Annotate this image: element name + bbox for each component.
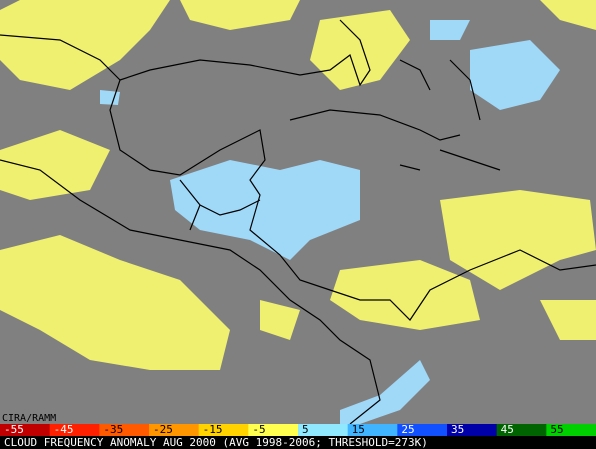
colorbar-segment [99, 424, 150, 436]
colorbar-label: 35 [451, 423, 464, 436]
colorbar-segment [397, 424, 448, 436]
colorbar-label: -25 [153, 423, 173, 436]
colorbar-label: -45 [54, 423, 74, 436]
coastlines [0, 19, 596, 425]
colorbar-segment [248, 424, 299, 436]
positive-anomaly-areas [0, 0, 596, 370]
colorbar-segment [298, 424, 349, 436]
colorbar-label: -35 [103, 423, 123, 436]
colorbar-segment [447, 424, 498, 436]
colorbar-label: 55 [550, 423, 563, 436]
title: CLOUD FREQUENCY ANOMALY AUG 2000 (AVG 19… [4, 436, 428, 449]
colorbar-segment [546, 424, 596, 436]
colorbar-segment [0, 424, 51, 436]
colorbar-segment [496, 424, 547, 436]
colorbar-segment [149, 424, 200, 436]
colorbar-label: 25 [401, 423, 414, 436]
title-strip [0, 436, 596, 449]
colorbar-label: -15 [203, 423, 223, 436]
colorbar-label: -5 [252, 423, 265, 436]
credit: CIRA/RAMM [2, 413, 56, 424]
colorbar: -55 -45 -35 -25 -15 -5 5 15 25 35 45 55 [0, 423, 596, 436]
colorbar-label: -55 [4, 423, 24, 436]
colorbar-segment [198, 424, 249, 436]
colorbar-label: 15 [352, 423, 365, 436]
colorbar-label: 5 [302, 423, 309, 436]
colorbar-segment [347, 424, 398, 436]
colorbar-label: 45 [501, 423, 514, 436]
colorbar-segment [49, 424, 100, 436]
